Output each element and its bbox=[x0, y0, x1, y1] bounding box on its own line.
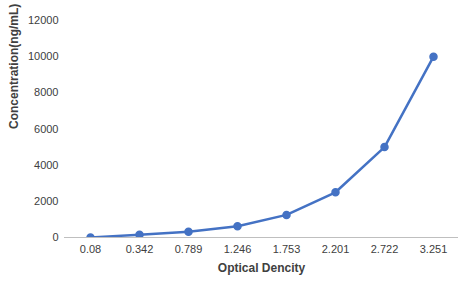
svg-text:4000: 4000 bbox=[34, 159, 58, 171]
svg-text:0.342: 0.342 bbox=[126, 243, 154, 255]
svg-text:Optical Dencity: Optical Dencity bbox=[218, 261, 306, 275]
svg-text:1.753: 1.753 bbox=[273, 243, 301, 255]
svg-text:2.201: 2.201 bbox=[322, 243, 350, 255]
svg-text:8000: 8000 bbox=[34, 86, 58, 98]
svg-text:2000: 2000 bbox=[34, 195, 58, 207]
svg-text:6000: 6000 bbox=[34, 123, 58, 135]
svg-text:0.08: 0.08 bbox=[80, 243, 101, 255]
svg-text:0.789: 0.789 bbox=[175, 243, 203, 255]
svg-text:1.246: 1.246 bbox=[224, 243, 252, 255]
svg-text:2.722: 2.722 bbox=[371, 243, 399, 255]
svg-text:0: 0 bbox=[52, 231, 58, 243]
svg-text:12000: 12000 bbox=[28, 14, 59, 26]
svg-text:10000: 10000 bbox=[28, 50, 59, 62]
svg-text:3.251: 3.251 bbox=[420, 243, 448, 255]
svg-text:Concentration(ng/mL): Concentration(ng/mL) bbox=[7, 4, 21, 129]
